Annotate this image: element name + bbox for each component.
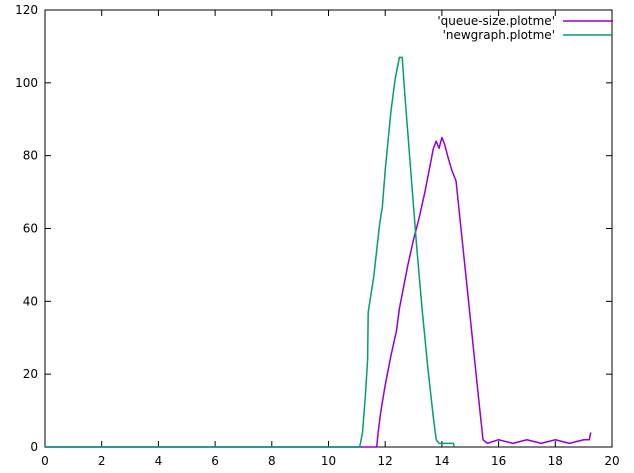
legend: 'queue-size.plotme''newgraph.plotme' <box>437 14 613 42</box>
x-tick-label: 4 <box>155 454 163 468</box>
x-tick-label: 6 <box>211 454 219 468</box>
x-tick-label: 12 <box>378 454 393 468</box>
legend-label-0: 'queue-size.plotme' <box>437 14 555 28</box>
axis-ticks <box>44 9 613 448</box>
legend-label-1: 'newgraph.plotme' <box>443 28 555 42</box>
x-tick-label: 0 <box>41 454 49 468</box>
x-tick-label: 8 <box>268 454 276 468</box>
x-tick-label: 10 <box>321 454 336 468</box>
y-tick-label: 0 <box>30 440 38 454</box>
y-tick-label: 100 <box>15 76 38 90</box>
x-tick-label: 16 <box>491 454 506 468</box>
y-tick-label: 60 <box>23 222 38 236</box>
x-tick-label: 20 <box>604 454 619 468</box>
plot-border <box>44 9 613 448</box>
y-tick-label: 80 <box>23 149 38 163</box>
series-line-1 <box>45 56 456 448</box>
series-lines <box>45 56 592 448</box>
y-tick-label: 20 <box>23 367 38 381</box>
series-line-0 <box>45 136 592 448</box>
y-tick-label: 40 <box>23 294 38 308</box>
y-tick-label: 120 <box>15 3 38 17</box>
x-tick-label: 14 <box>434 454 449 468</box>
x-tick-label: 2 <box>98 454 106 468</box>
axis-tick-labels: 0 2 4 6 8 10 12 14 16 18 20 0 20 40 60 80 100 120 <box>15 3 620 468</box>
plot-frame <box>44 9 613 448</box>
x-tick-label: 18 <box>548 454 563 468</box>
